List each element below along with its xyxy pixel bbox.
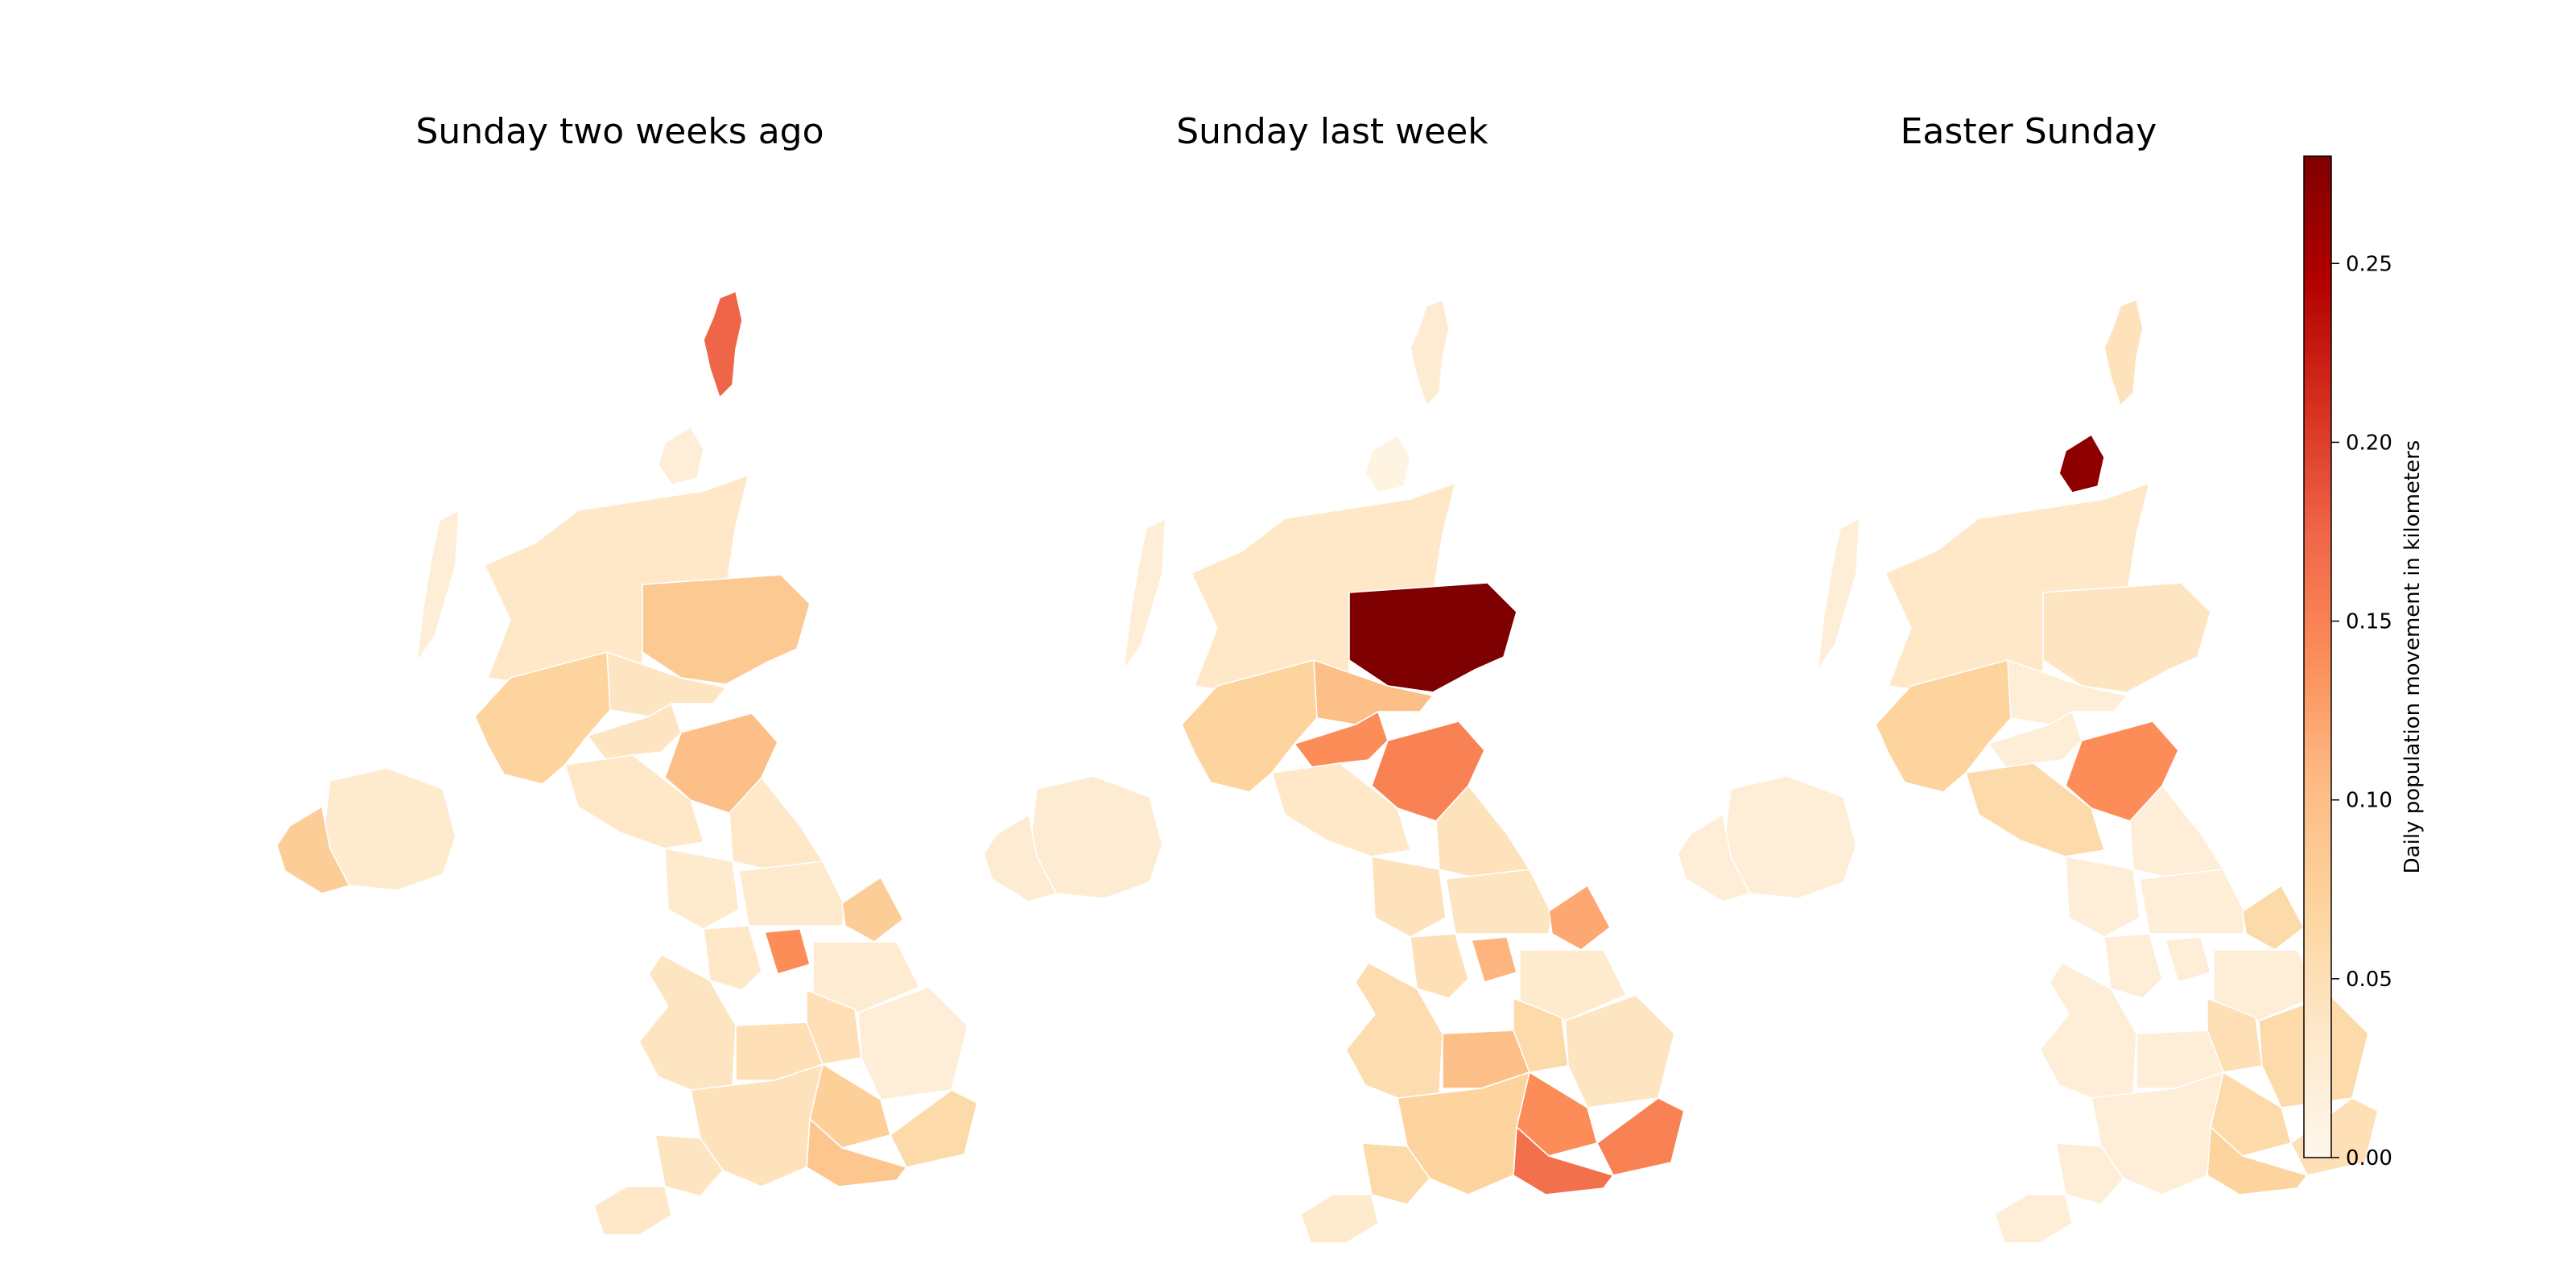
region-argyll	[1181, 659, 1318, 793]
region-southwest-scotland	[564, 754, 704, 849]
region-devon	[2055, 1142, 2124, 1205]
map-panel-last-week	[983, 299, 1685, 1244]
colorbar-tick-label: 0.15	[2346, 610, 2392, 634]
colorbar-ticks: 0.00 0.05 0.10 0.15 0.20 0.25	[2331, 252, 2392, 1170]
region-orkney	[658, 426, 704, 485]
region-yorkshire	[2139, 869, 2247, 935]
region-southeast	[890, 1089, 978, 1168]
region-western-isles	[1817, 518, 1860, 671]
region-shetland	[703, 291, 743, 398]
region-lincolnshire	[2213, 949, 2321, 1022]
region-lancashire	[703, 925, 762, 991]
region-lancashire	[1410, 933, 1469, 999]
region-manchester	[764, 928, 811, 975]
region-orkney	[1364, 434, 1411, 493]
region-devon	[654, 1134, 724, 1197]
map-panel-easter-sunday	[1677, 299, 2379, 1244]
region-manchester	[1471, 936, 1517, 983]
region-yorkshire	[1445, 869, 1553, 935]
region-shetland	[2103, 299, 2144, 407]
region-lincolnshire	[812, 941, 920, 1013]
region-manchester	[2165, 936, 2211, 983]
colorbar-tick-label: 0.10	[2346, 789, 2392, 813]
region-cumbria	[664, 848, 740, 930]
region-cornwall	[593, 1186, 672, 1236]
region-fermanagh	[276, 806, 350, 894]
region-humber	[1548, 885, 1611, 951]
region-orkney	[2058, 434, 2105, 493]
panel-title-two-weeks-ago: Sunday two weeks ago	[415, 111, 824, 152]
region-devon	[1361, 1142, 1430, 1205]
region-lancashire	[2103, 933, 2163, 999]
region-fermanagh	[983, 814, 1057, 902]
region-argyll	[474, 651, 611, 785]
region-lincolnshire	[1519, 949, 1627, 1022]
colorbar-tick-label: 0.25	[2346, 252, 2392, 276]
region-southwest-scotland	[1271, 762, 1411, 857]
region-western-isles	[416, 510, 460, 663]
region-east-midlands	[806, 989, 862, 1065]
region-argyll	[1875, 659, 2012, 793]
region-humber	[841, 877, 904, 943]
region-wales	[1345, 962, 1443, 1099]
region-southwest-scotland	[1965, 762, 2105, 857]
colorbar-tick-label: 0.20	[2346, 431, 2392, 455]
region-fermanagh	[1677, 814, 1751, 902]
region-cumbria	[2065, 856, 2140, 938]
region-southeast	[1596, 1097, 1685, 1176]
colorbar-tick-label: 0.00	[2346, 1146, 2392, 1170]
region-yorkshire	[738, 861, 846, 927]
colorbar-tick-label: 0.05	[2346, 968, 2392, 992]
region-shetland	[1410, 299, 1450, 407]
region-cornwall	[1994, 1194, 2073, 1244]
colorbar-gradient	[2303, 155, 2332, 1158]
region-wales	[638, 954, 737, 1091]
region-aberdeenshire	[2042, 582, 2211, 693]
region-wales	[2039, 962, 2137, 1099]
region-aberdeenshire	[1348, 582, 1517, 693]
colorbar-label: Daily population movement in kilometers	[2401, 440, 2425, 874]
region-east-midlands	[2207, 997, 2263, 1073]
region-east-midlands	[1513, 997, 1569, 1073]
region-western-isles	[1123, 518, 1166, 671]
region-cornwall	[1300, 1194, 1379, 1244]
colorbar: 0.00 0.05 0.10 0.15 0.20 0.25 Daily populatio…	[2303, 155, 2425, 1170]
panel-title-easter-sunday: Easter Sunday	[1901, 111, 2157, 152]
region-humber	[2242, 885, 2305, 951]
map-panel-two-weeks-ago	[276, 291, 978, 1236]
region-cumbria	[1371, 856, 1447, 938]
panel-title-last-week: Sunday last week	[1176, 111, 1488, 152]
region-aberdeenshire	[642, 574, 811, 685]
